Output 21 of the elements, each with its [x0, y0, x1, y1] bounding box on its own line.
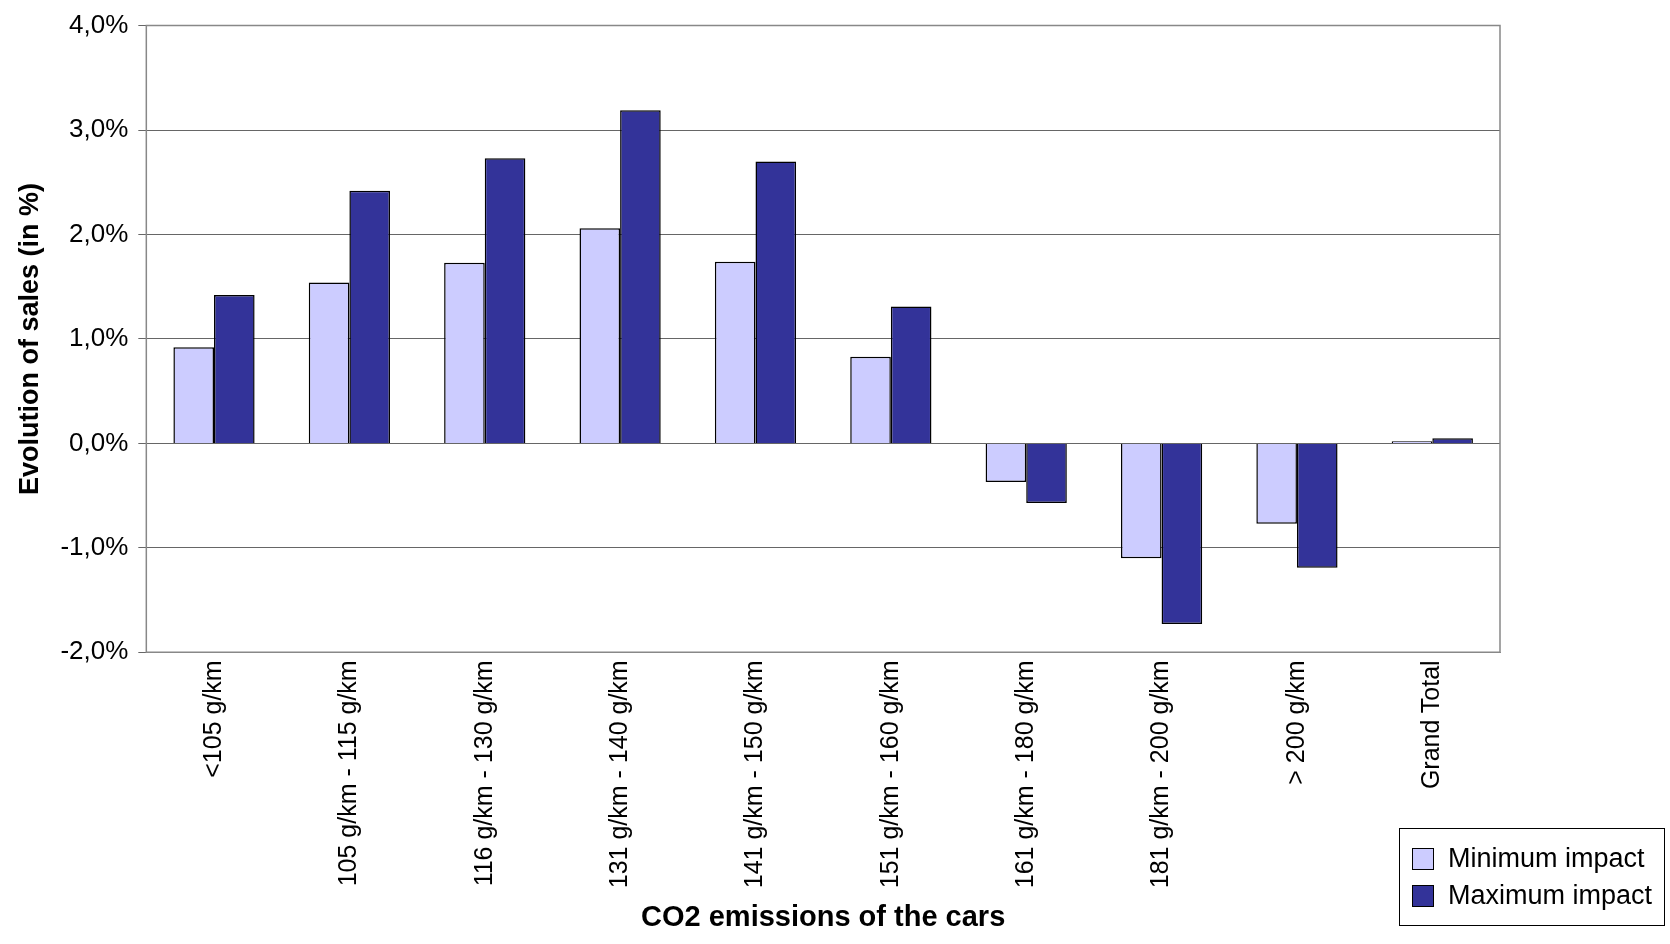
x-tick-label: 116 g/km - 130 g/km — [468, 660, 497, 887]
x-tick-label: Grand Total — [1416, 660, 1445, 790]
y-tick-label: 2,0% — [69, 217, 129, 248]
x-tick-label: 161 g/km - 180 g/km — [1010, 660, 1039, 889]
x-tick-label: <105 g/km — [197, 660, 226, 778]
x-axis-title: CO2 emissions of the cars — [641, 899, 1006, 932]
x-tick-label: 105 g/km - 115 g/km — [333, 660, 362, 887]
legend-label: Minimum impact — [1446, 843, 1646, 874]
y-tick-label: 0,0% — [69, 426, 129, 457]
y-tick-label: 3,0% — [69, 113, 129, 144]
x-tick-label: > 200 g/km — [1280, 660, 1309, 785]
y-tick-label: 4,0% — [69, 8, 129, 39]
x-tick-label: 181 g/km - 200 g/km — [1145, 660, 1174, 889]
legend-label: Maximum impact — [1446, 880, 1652, 911]
x-tick-label: 131 g/km - 140 g/km — [604, 660, 632, 889]
y-axis-title: Evolution of sales (in %) — [13, 182, 44, 495]
x-tick-label: 151 g/km - 160 g/km — [874, 660, 903, 889]
y-tick-label: 1,0% — [69, 322, 129, 353]
y-tick-label: -1,0% — [60, 531, 129, 562]
x-tick-label: 141 g/km - 150 g/km — [739, 660, 768, 889]
y-tick-label: -2,0% — [60, 635, 129, 666]
